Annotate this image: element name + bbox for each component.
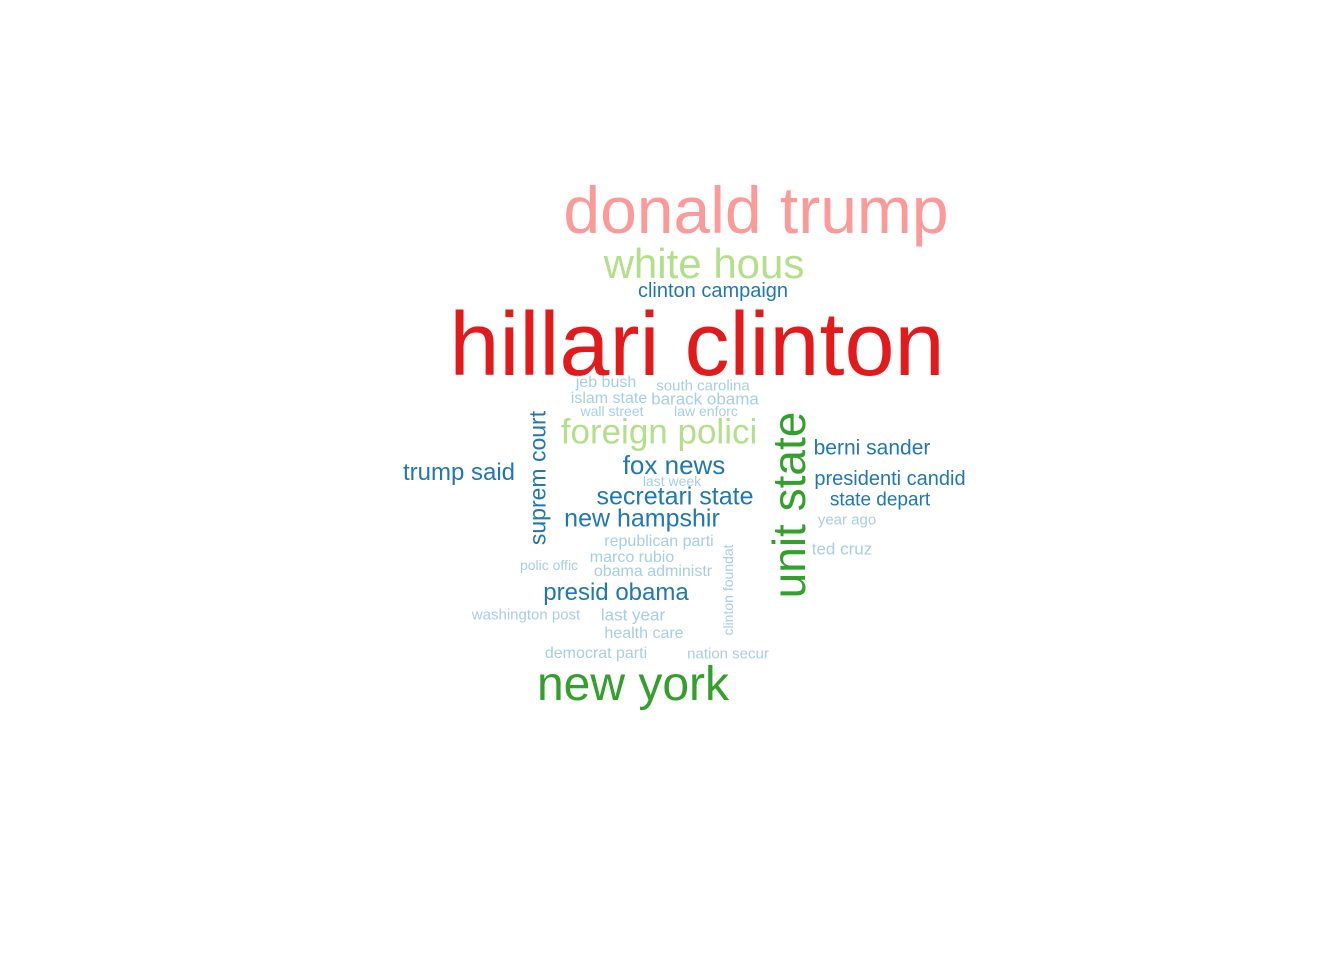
word-democrat-parti: democrat parti <box>544 645 648 662</box>
word-state-depart: state depart <box>829 489 931 511</box>
word-obama-administr: obama administr <box>593 563 713 580</box>
word-law-enforc: law enforc <box>674 403 738 419</box>
word-clinton-campaign: clinton campaign <box>637 280 789 302</box>
word-last-year: last year <box>600 605 666 625</box>
word-fox-news: fox news <box>622 450 726 480</box>
word-polic-offic: polic offic <box>519 557 579 573</box>
word-south-carolina: south carolina <box>656 377 750 395</box>
word-trump-said: trump said <box>402 459 516 486</box>
word-donald-trump: donald trump <box>563 173 949 247</box>
word-new-york: new york <box>536 658 730 711</box>
word-white-hous: white hous <box>603 240 805 287</box>
word-foreign-polici: foreign polici <box>560 412 758 452</box>
word-barack-obama: barack obama <box>651 389 759 409</box>
word-republican-parti: republican parti <box>604 533 714 550</box>
word-unit-state: unit state <box>763 411 815 599</box>
word-last-week: last week <box>642 473 702 489</box>
word-presidenti-candid: presidenti candid <box>814 468 966 490</box>
word-wall-street: wall street <box>580 403 644 419</box>
word-new-hampshir: new hampshir <box>564 504 720 533</box>
word-year-ago: year ago <box>817 511 877 529</box>
word-ted-cruz: ted cruz <box>811 539 873 559</box>
word-presid-obama: presid obama <box>543 579 689 606</box>
word-suprem-court: suprem court <box>524 410 551 546</box>
word-clinton-foundat: clinton foundat <box>720 544 736 636</box>
word-jeb-bush: jeb bush <box>575 374 637 391</box>
word-islam-state: islam state <box>570 390 648 407</box>
word-health-care: health care <box>604 625 684 642</box>
word-washington-post: washington post <box>471 606 581 624</box>
word-berni-sander: berni sander <box>813 436 931 460</box>
word-marco-rubio: marco rubio <box>589 549 675 566</box>
word-nation-secur: nation secur <box>687 645 769 663</box>
word-hillari-clinton: hillari clinton <box>449 295 945 395</box>
word-secretari-state: secretari state <box>596 482 754 511</box>
